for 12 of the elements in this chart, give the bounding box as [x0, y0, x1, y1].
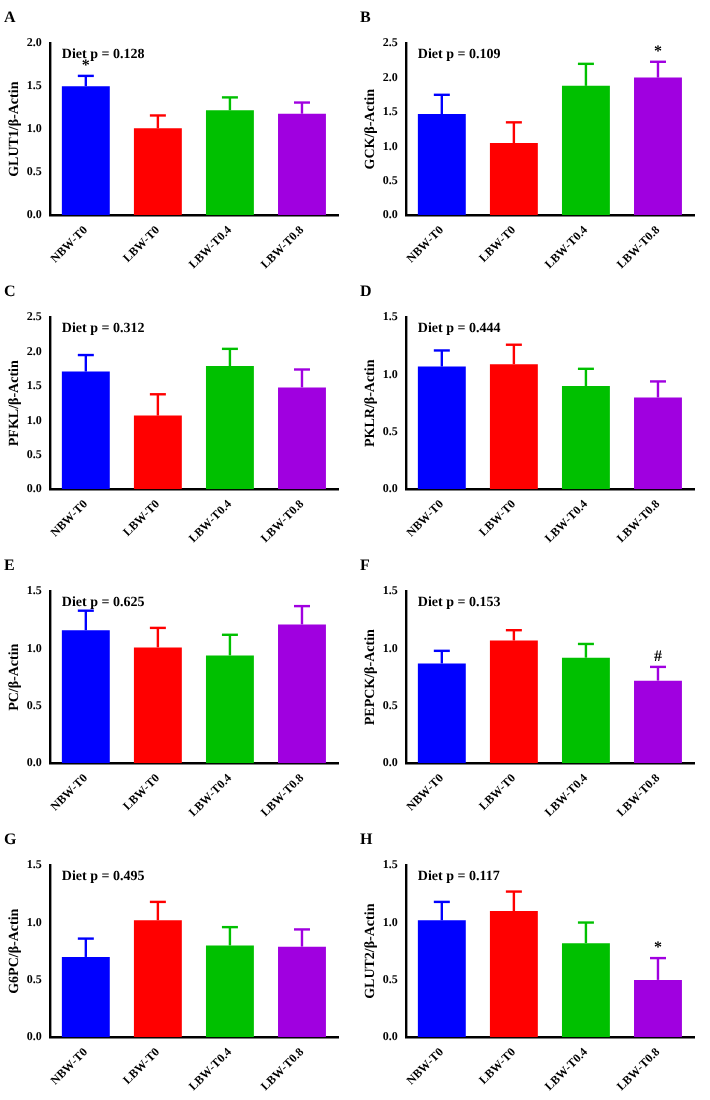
chart-title: H	[360, 829, 374, 848]
chart-title: D	[360, 281, 372, 300]
chart-title: C	[4, 281, 16, 300]
chart-title: E	[4, 555, 15, 574]
chart-title: G	[4, 829, 17, 848]
annotation: *	[653, 41, 662, 60]
annotation: *	[81, 56, 90, 75]
annotation: *	[653, 938, 662, 957]
annotation: #	[653, 647, 662, 666]
chart-title: B	[360, 7, 372, 26]
chart-title: F	[360, 555, 370, 574]
chart-title: A	[4, 7, 16, 26]
